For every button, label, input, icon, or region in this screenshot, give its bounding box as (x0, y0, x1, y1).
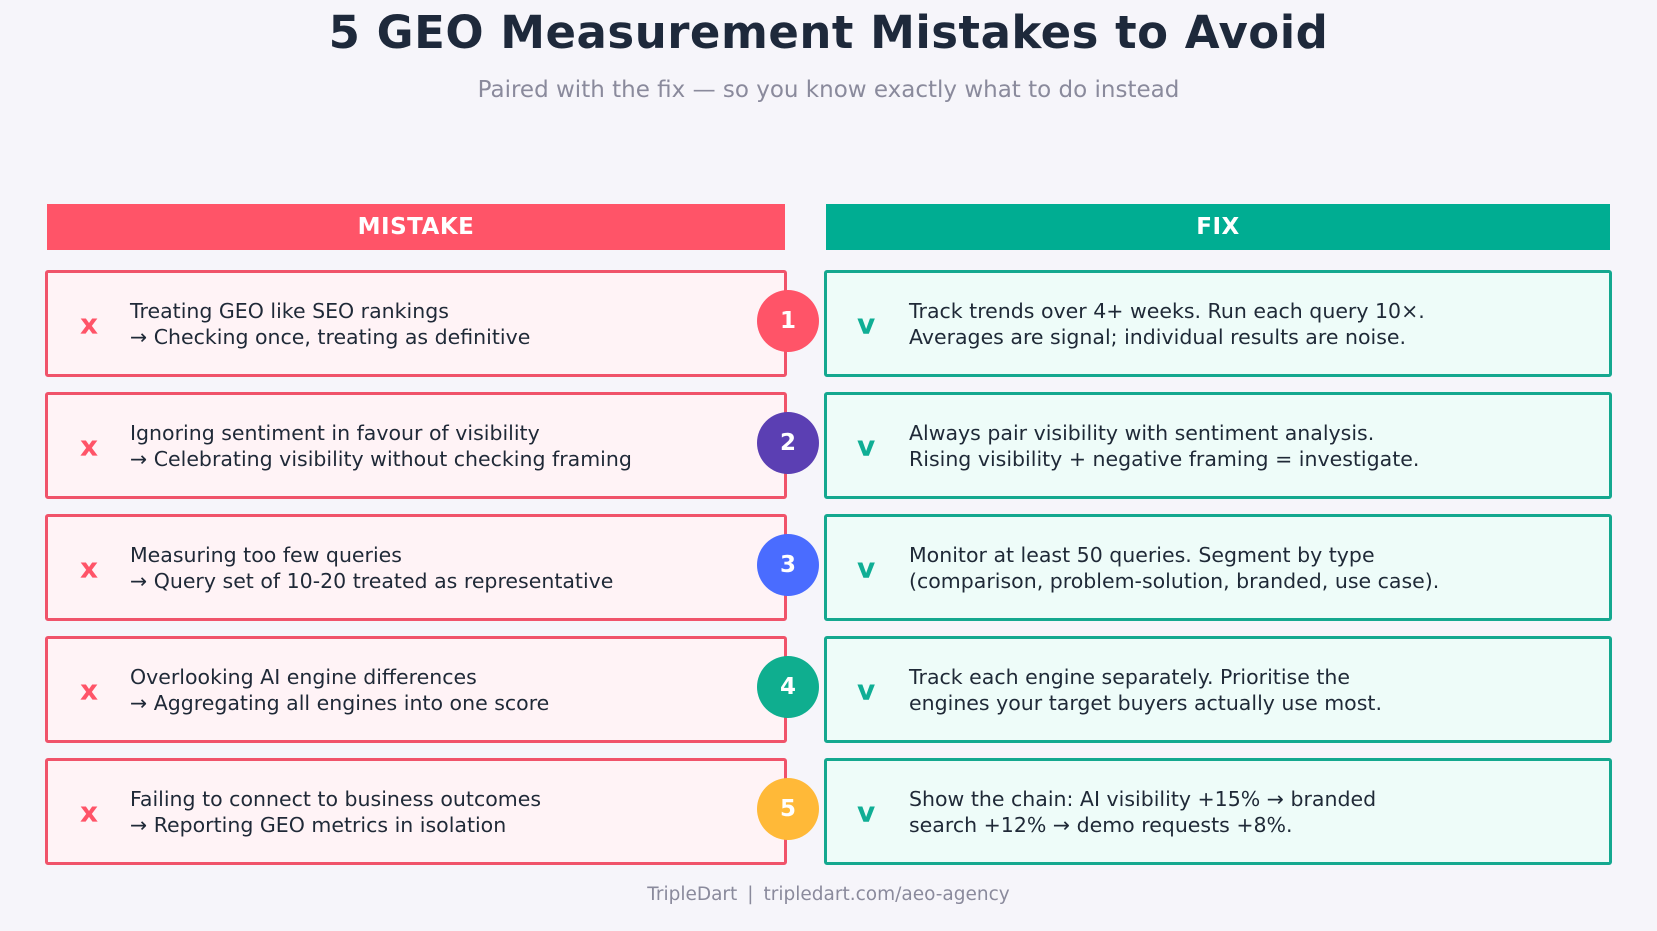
number-badge: 5 (757, 778, 819, 840)
mistake-detail: → Aggregating all engines into one score (130, 690, 550, 715)
fix-line-1: Show the chain: AI visibility +15% → bra… (909, 786, 1377, 811)
fix-text: Track each engine separately. Prioritise… (909, 664, 1382, 716)
footer-separator: | (747, 884, 754, 905)
page-title: 5 GEO Measurement Mistakes to Avoid (328, 6, 1329, 59)
mistake-card: x Treating GEO like SEO rankings → Check… (45, 270, 787, 377)
number-badge: 1 (757, 290, 819, 352)
fix-line-1: Track each engine separately. Prioritise… (909, 664, 1350, 689)
mistake-fix-row-2: x Ignoring sentiment in favour of visibi… (0, 392, 1657, 499)
footer: TripleDart | tripledart.com/aeo-agency (0, 884, 1657, 905)
mistake-title: Ignoring sentiment in favour of visibili… (130, 420, 540, 445)
fix-card: v Always pair visibility with sentiment … (824, 392, 1612, 499)
mistake-text: Failing to connect to business outcomes … (130, 786, 541, 838)
check-mark-icon: v (857, 673, 876, 706)
mistake-card: x Ignoring sentiment in favour of visibi… (45, 392, 787, 499)
mistake-title: Overlooking AI engine differences (130, 664, 477, 689)
footer-brand: TripleDart (647, 884, 738, 905)
fix-line-2: Rising visibility + negative framing = i… (909, 446, 1420, 471)
fix-line-2: search +12% → demo requests +8%. (909, 812, 1293, 837)
footer-url[interactable]: tripledart.com/aeo-agency (763, 884, 1010, 905)
number-badge: 2 (757, 412, 819, 474)
mistake-detail: → Reporting GEO metrics in isolation (130, 812, 507, 837)
page-subtitle: Paired with the fix — so you know exactl… (477, 77, 1180, 103)
mistake-detail: → Checking once, treating as definitive (130, 324, 531, 349)
mistake-text: Overlooking AI engine differences → Aggr… (130, 664, 549, 716)
fix-column-header: FIX (826, 204, 1610, 250)
number-badge: 4 (757, 656, 819, 718)
number-badge: 3 (757, 534, 819, 596)
check-mark-icon: v (857, 551, 876, 584)
x-mark-icon: x (80, 429, 99, 462)
fix-card: v Show the chain: AI visibility +15% → b… (824, 758, 1612, 865)
mistake-text: Treating GEO like SEO rankings → Checkin… (130, 298, 530, 350)
mistake-text: Ignoring sentiment in favour of visibili… (130, 420, 632, 472)
mistake-card: x Overlooking AI engine differences → Ag… (45, 636, 787, 743)
fix-line-1: Track trends over 4+ weeks. Run each que… (909, 298, 1425, 323)
fix-line-1: Always pair visibility with sentiment an… (909, 420, 1375, 445)
check-mark-icon: v (857, 307, 876, 340)
fix-text: Monitor at least 50 queries. Segment by … (909, 542, 1439, 594)
mistake-text: Measuring too few queries → Query set of… (130, 542, 613, 594)
mistake-column-header: MISTAKE (47, 204, 785, 250)
mistake-card: x Failing to connect to business outcome… (45, 758, 787, 865)
fix-line-2: (comparison, problem-solution, branded, … (909, 568, 1440, 593)
mistake-title: Measuring too few queries (130, 542, 402, 567)
fix-text: Track trends over 4+ weeks. Run each que… (909, 298, 1425, 350)
check-mark-icon: v (857, 429, 876, 462)
mistake-title: Treating GEO like SEO rankings (130, 298, 449, 323)
mistake-title: Failing to connect to business outcomes (130, 786, 542, 811)
mistake-detail: → Celebrating visibility without checkin… (130, 446, 632, 471)
mistake-fix-row-5: x Failing to connect to business outcome… (0, 758, 1657, 865)
mistake-fix-row-4: x Overlooking AI engine differences → Ag… (0, 636, 1657, 743)
mistake-card: x Measuring too few queries → Query set … (45, 514, 787, 621)
mistake-detail: → Query set of 10-20 treated as represen… (130, 568, 614, 593)
fix-card: v Track trends over 4+ weeks. Run each q… (824, 270, 1612, 377)
check-mark-icon: v (857, 795, 876, 828)
x-mark-icon: x (80, 551, 99, 584)
x-mark-icon: x (80, 673, 99, 706)
x-mark-icon: x (80, 795, 99, 828)
fix-line-2: engines your target buyers actually use … (909, 690, 1382, 715)
fix-text: Show the chain: AI visibility +15% → bra… (909, 786, 1376, 838)
fix-card: v Track each engine separately. Prioriti… (824, 636, 1612, 743)
x-mark-icon: x (80, 307, 99, 340)
mistake-fix-row-3: x Measuring too few queries → Query set … (0, 514, 1657, 621)
fix-card: v Monitor at least 50 queries. Segment b… (824, 514, 1612, 621)
mistake-fix-row-1: x Treating GEO like SEO rankings → Check… (0, 270, 1657, 377)
fix-line-2: Averages are signal; individual results … (909, 324, 1407, 349)
fix-line-1: Monitor at least 50 queries. Segment by … (909, 542, 1375, 567)
fix-text: Always pair visibility with sentiment an… (909, 420, 1419, 472)
